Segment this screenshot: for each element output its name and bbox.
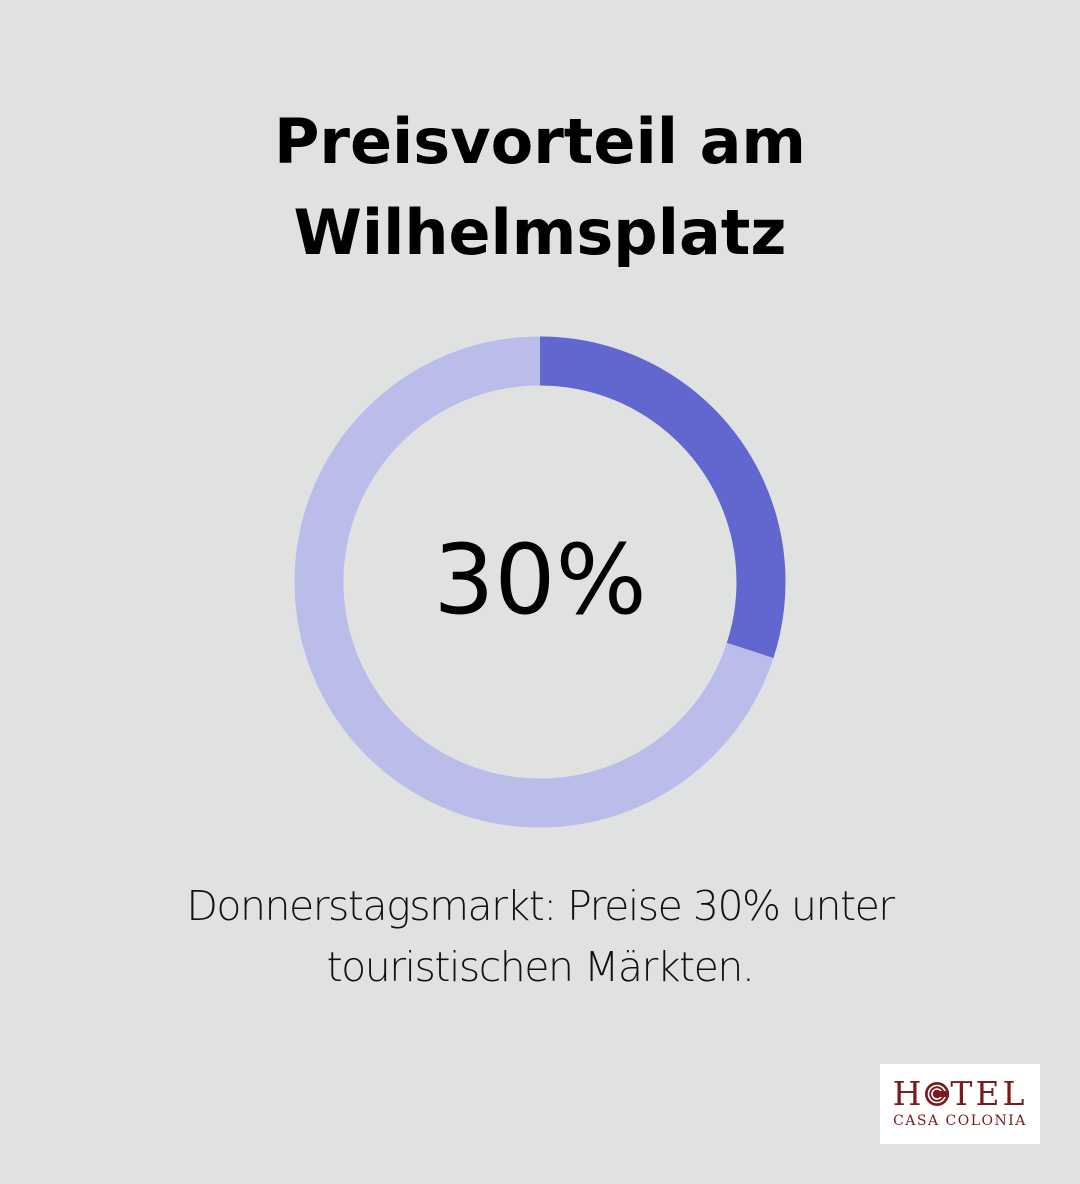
- logo-wordmark: H TEL: [880, 1076, 1040, 1112]
- logo-subtitle: CASA COLONIA: [893, 1113, 1027, 1129]
- donut-highlight-segment: [294, 336, 786, 828]
- caption: Donnerstagsmarkt: Preise 30% unter touri…: [0, 876, 1080, 998]
- caption-line-1: Donnerstagsmarkt: Preise 30% unter: [186, 882, 895, 930]
- logo-letters-tel: TEL: [950, 1074, 1028, 1113]
- caption-line-2: touristischen Märkten.: [326, 943, 755, 991]
- title-line-1: Preisvorteil am: [273, 105, 807, 178]
- logo-letter-h: H: [892, 1074, 925, 1113]
- center-percentage: 30%: [433, 524, 647, 636]
- title-line-2: Wilhelmsplatz: [293, 196, 787, 269]
- page-title: Preisvorteil am Wilhelmsplatz: [0, 96, 1080, 278]
- logo-c-emblem-icon: [925, 1082, 950, 1106]
- donut-chart: [294, 336, 786, 828]
- hotel-logo: H TEL CASA COLONIA: [880, 1064, 1040, 1144]
